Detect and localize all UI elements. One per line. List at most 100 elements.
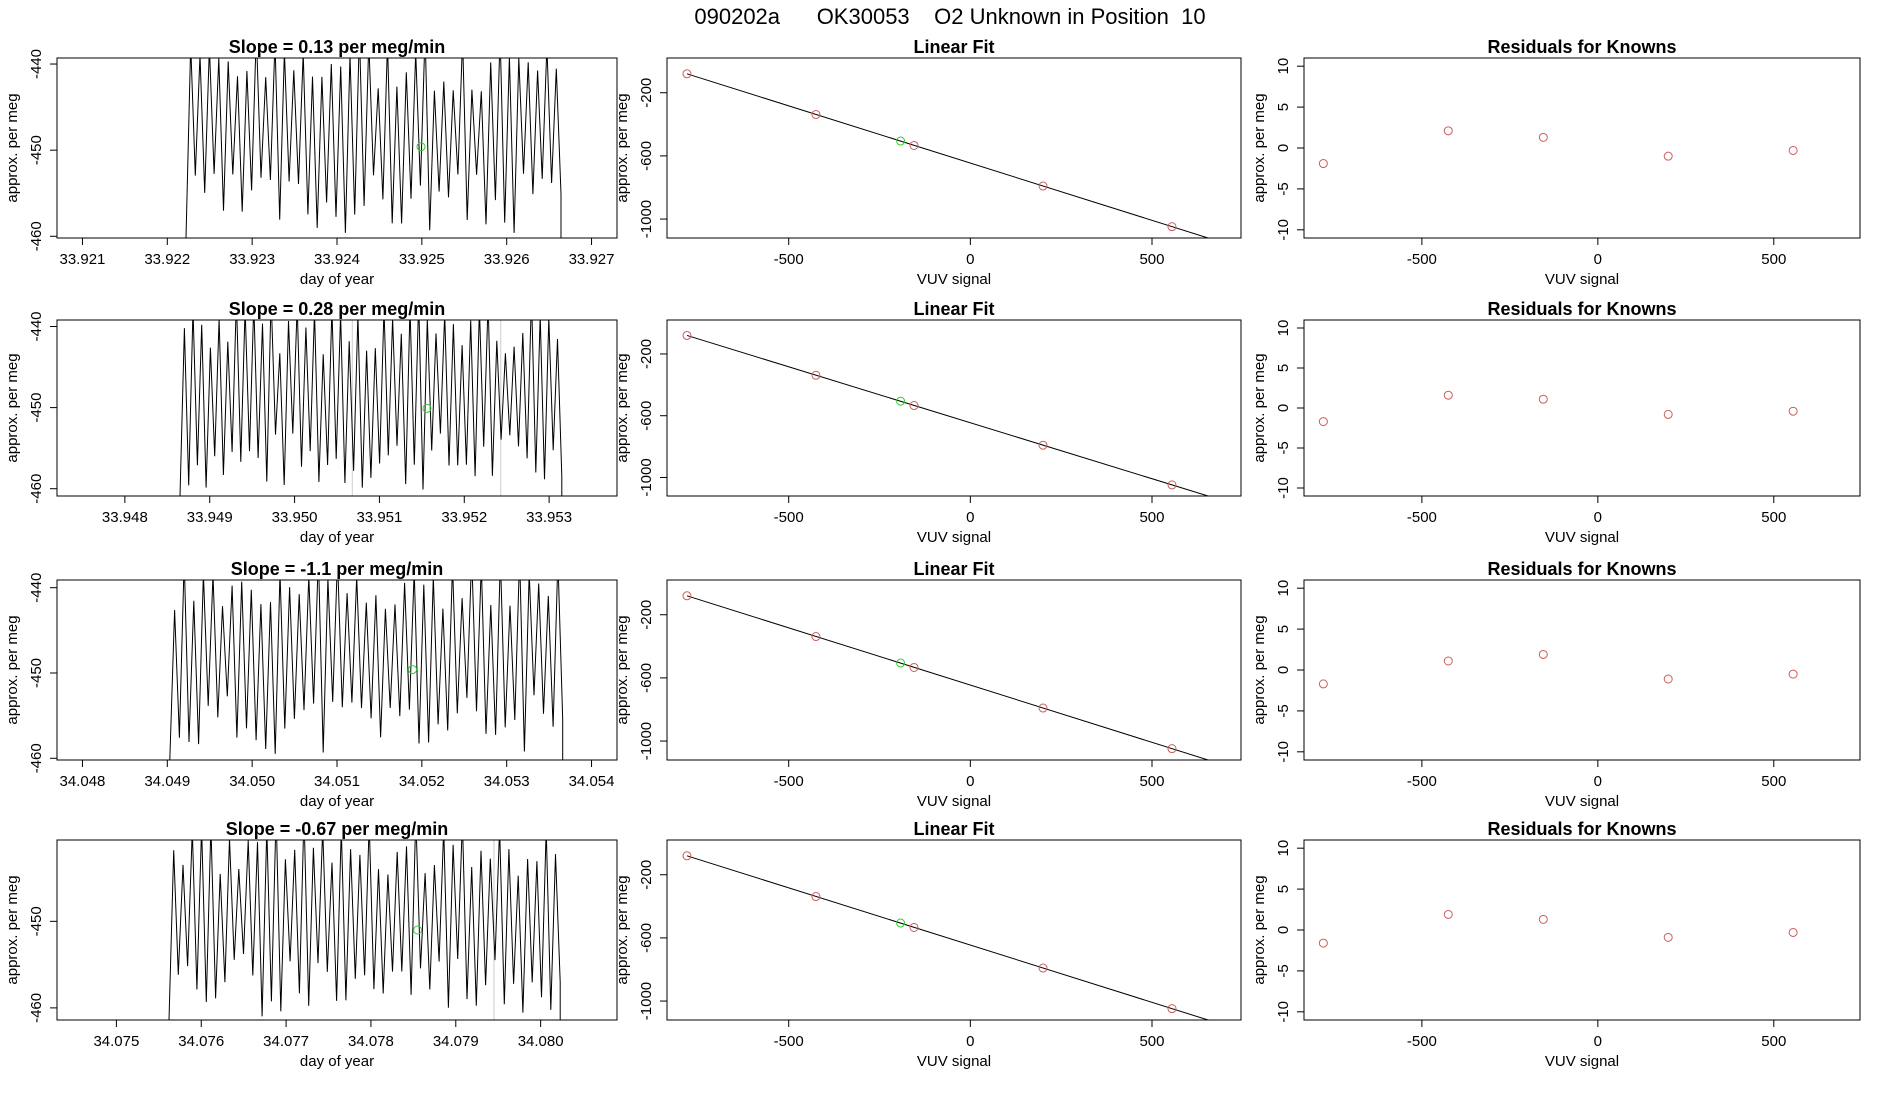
unknown-point	[896, 918, 906, 928]
x-tick-label: 34.079	[433, 1033, 479, 1050]
y-tick-label: -5	[1275, 964, 1292, 977]
y-tick-label: 5	[1275, 103, 1292, 111]
y-tick-label: -440	[28, 311, 45, 341]
x-tick-label: 0	[1594, 251, 1602, 268]
plot-frame	[56, 839, 618, 1021]
y-tick-label: -460	[28, 474, 45, 504]
y-tick-label: -600	[638, 663, 655, 693]
y-tick-label: -460	[28, 221, 45, 251]
x-axis-label: VUV signal	[1545, 1053, 1619, 1070]
known-point	[1318, 417, 1328, 427]
panel-title: Linear Fit	[913, 299, 994, 319]
y-tick-label: -1000	[638, 982, 655, 1020]
data-layer	[1318, 649, 1798, 689]
known-point	[1167, 744, 1177, 754]
x-axis-label: VUV signal	[917, 271, 991, 288]
y-tick-label: -600	[638, 923, 655, 953]
y-tick-label: -1000	[638, 458, 655, 496]
x-tick-label: 33.924	[314, 251, 360, 268]
y-tick-label: 0	[1275, 144, 1292, 152]
unknown-point	[422, 403, 432, 413]
x-tick-label: 33.923	[229, 251, 275, 268]
x-tick-label: 33.951	[356, 509, 402, 526]
x-axis-label: day of year	[300, 529, 374, 546]
plot-frame	[56, 579, 618, 761]
known-point	[1038, 963, 1048, 973]
known-point	[682, 69, 692, 79]
known-point	[1788, 669, 1798, 679]
known-point	[811, 370, 821, 380]
known-point	[1443, 909, 1453, 919]
y-tick-label: 0	[1275, 926, 1292, 934]
known-point	[1538, 914, 1548, 924]
known-point	[1443, 126, 1453, 136]
known-point	[1167, 1004, 1177, 1014]
panel-r2-fit: Linear Fit -500 0 500 -200 -600 -1000 VUV signa…	[614, 299, 1242, 546]
known-point	[682, 851, 692, 861]
series-line	[185, 58, 562, 238]
y-tick-label: -600	[638, 401, 655, 431]
x-tick-label: 500	[1139, 251, 1164, 268]
y-tick-label: -5	[1275, 182, 1292, 195]
x-tick-label: 33.925	[399, 251, 445, 268]
fit-line	[686, 73, 1210, 238]
data-layer	[57, 580, 617, 760]
known-point	[1318, 938, 1328, 948]
x-tick-label: 500	[1761, 251, 1786, 268]
x-tick-label: -500	[1407, 251, 1437, 268]
y-tick-label: -200	[638, 339, 655, 369]
data-layer	[1318, 126, 1798, 169]
y-tick-label: -10	[1275, 1001, 1292, 1023]
x-tick-label: 33.949	[187, 509, 233, 526]
x-tick-label: 0	[966, 251, 974, 268]
x-axis-label: day of year	[300, 271, 374, 288]
known-point	[1788, 406, 1798, 416]
x-tick-label: 0	[1594, 509, 1602, 526]
x-tick-label: 0	[1594, 1033, 1602, 1050]
data-layer	[682, 330, 1210, 496]
x-axis-label: VUV signal	[917, 1053, 991, 1070]
x-tick-label: 500	[1139, 1033, 1164, 1050]
y-tick-label: -200	[638, 78, 655, 108]
y-tick-label: -1000	[638, 722, 655, 760]
unknown-point	[408, 665, 418, 675]
known-point	[909, 140, 919, 150]
x-axis-label: VUV signal	[1545, 529, 1619, 546]
x-tick-label: 34.053	[484, 773, 530, 790]
y-tick-label: -200	[638, 860, 655, 890]
panel-r1-res: Residuals for Knowns -500 0 500 10 5 0 -5 -10 VUV…	[1251, 37, 1861, 288]
panel-r1-ts: Slope = 0.13 per meg/min 33.921 33.922 33.9…	[4, 37, 618, 288]
y-tick-label: -450	[28, 658, 45, 688]
x-tick-label: 34.080	[518, 1033, 564, 1050]
panel-title: Slope = -1.1 per meg/min	[231, 559, 444, 579]
x-axis-label: VUV signal	[917, 529, 991, 546]
y-tick-label: -450	[28, 393, 45, 423]
x-tick-label: -500	[1407, 509, 1437, 526]
figure-title: 090202a OK30053 O2 Unknown in Position 1…	[694, 4, 1206, 29]
x-tick-label: 34.075	[93, 1033, 139, 1050]
known-point	[1443, 390, 1453, 400]
known-point	[811, 110, 821, 120]
known-point	[1538, 132, 1548, 142]
panel-title: Linear Fit	[913, 819, 994, 839]
fit-line	[686, 595, 1210, 760]
y-tick-label: -1000	[638, 200, 655, 238]
panel-r2-ts: Slope = 0.28 per meg/min 33.948 33.949 33.9…	[4, 299, 618, 546]
y-axis-label: approx. per meg	[1251, 353, 1268, 462]
y-axis-label: approx. per meg	[4, 353, 21, 462]
fit-line	[686, 855, 1210, 1020]
known-point	[1663, 932, 1673, 942]
x-tick-label: 34.048	[60, 773, 106, 790]
x-tick-label: 34.077	[263, 1033, 309, 1050]
y-tick-label: 0	[1275, 666, 1292, 674]
panel-title: Linear Fit	[913, 559, 994, 579]
plot-frame	[56, 57, 618, 239]
plot-frame	[666, 319, 1242, 497]
x-axis-label: day of year	[300, 1053, 374, 1070]
x-tick-label: 34.054	[569, 773, 615, 790]
x-tick-label: 500	[1761, 773, 1786, 790]
y-tick-label: 5	[1275, 885, 1292, 893]
data-layer	[57, 58, 617, 238]
y-tick-label: -440	[28, 49, 45, 79]
panel-r3-res: Residuals for Knowns -500 0 500 10 5 0 -5 -10 VUV…	[1251, 559, 1861, 810]
